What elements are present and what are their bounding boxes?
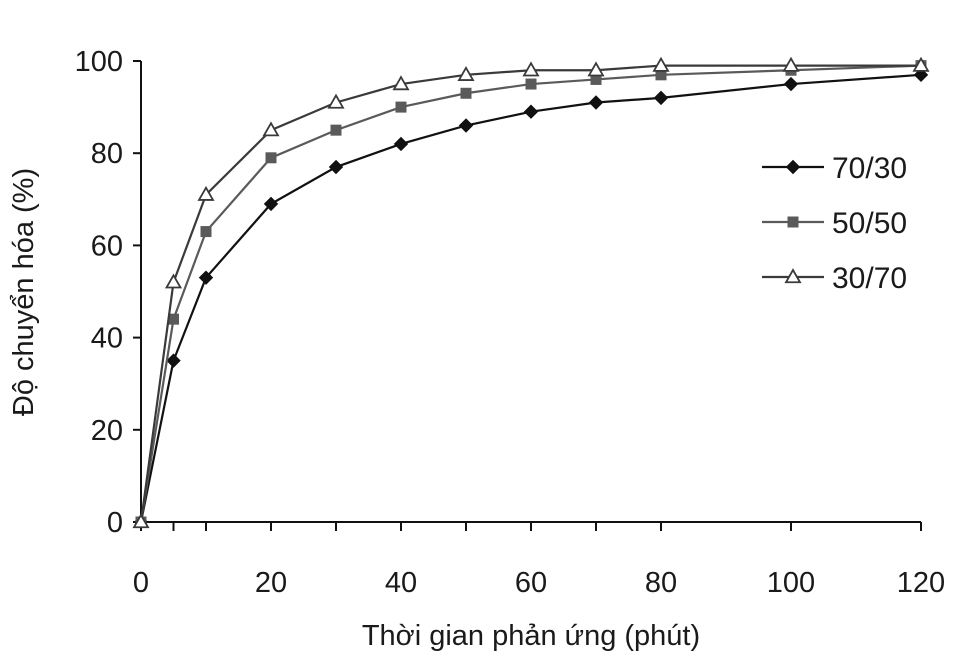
data-point xyxy=(262,121,280,137)
y-tick-label: 20 xyxy=(91,415,123,447)
legend-label: 70/30 xyxy=(832,152,907,185)
data-point xyxy=(587,61,605,77)
data-point xyxy=(265,152,277,164)
series-line xyxy=(139,64,921,523)
data-point xyxy=(525,78,537,90)
x-tick-label: 80 xyxy=(645,567,677,599)
legend-label: 50/50 xyxy=(832,207,907,240)
data-point xyxy=(164,273,183,289)
series-line xyxy=(139,64,922,523)
data-point xyxy=(782,56,800,72)
series-group xyxy=(132,56,930,530)
axes xyxy=(140,61,921,523)
data-point xyxy=(198,270,214,285)
data-point xyxy=(588,95,604,110)
y-tick-label: 80 xyxy=(91,138,123,170)
legend-label: 30/70 xyxy=(832,262,907,295)
data-point xyxy=(327,93,345,109)
legend-marker xyxy=(784,268,802,284)
x-tick-label: 20 xyxy=(255,567,287,599)
data-point xyxy=(458,118,474,133)
legend-item: 50/50 xyxy=(762,207,907,240)
legend-item: 30/70 xyxy=(762,262,907,295)
legend-marker xyxy=(785,159,801,175)
data-point xyxy=(132,513,150,529)
y-tick-label: 40 xyxy=(91,323,123,355)
data-point xyxy=(783,76,799,92)
legend: 70/30 50/50 30/70 xyxy=(762,152,907,295)
data-point xyxy=(200,226,212,238)
data-point xyxy=(523,104,539,119)
series-30-70 xyxy=(132,56,930,529)
x-tick-label: 40 xyxy=(385,567,417,599)
y-tick-label: 0 xyxy=(107,507,123,539)
ticks: 0 20 40 60 80 100 0 20 40 60 80 100 120 xyxy=(75,46,946,599)
data-point xyxy=(912,56,930,72)
x-tick-label: 60 xyxy=(515,567,547,599)
data-point xyxy=(395,101,407,113)
series-70-30 xyxy=(133,67,929,530)
y-tick-label: 100 xyxy=(75,46,123,78)
data-point xyxy=(653,90,669,106)
y-axis-label: Độ chuyển hóa (%) xyxy=(8,168,40,416)
data-point xyxy=(457,66,475,81)
legend-item: 70/30 xyxy=(762,152,907,185)
series-50-50 xyxy=(135,60,927,528)
data-point xyxy=(197,185,215,201)
data-point xyxy=(393,136,409,152)
y-tick-label: 60 xyxy=(91,230,123,262)
data-point xyxy=(652,56,670,72)
data-point xyxy=(460,87,472,99)
x-axis-label: Thời gian phản ứng (phút) xyxy=(362,620,700,652)
x-tick-label: 0 xyxy=(133,567,149,599)
data-point xyxy=(392,75,410,91)
data-point xyxy=(263,196,279,212)
x-tick-label: 120 xyxy=(897,567,945,599)
x-tick-label: 100 xyxy=(767,567,815,599)
data-point xyxy=(330,124,342,136)
series-line xyxy=(139,73,922,523)
legend-marker xyxy=(787,216,799,228)
data-point xyxy=(328,159,344,175)
data-point xyxy=(166,353,181,368)
data-point xyxy=(522,61,540,77)
